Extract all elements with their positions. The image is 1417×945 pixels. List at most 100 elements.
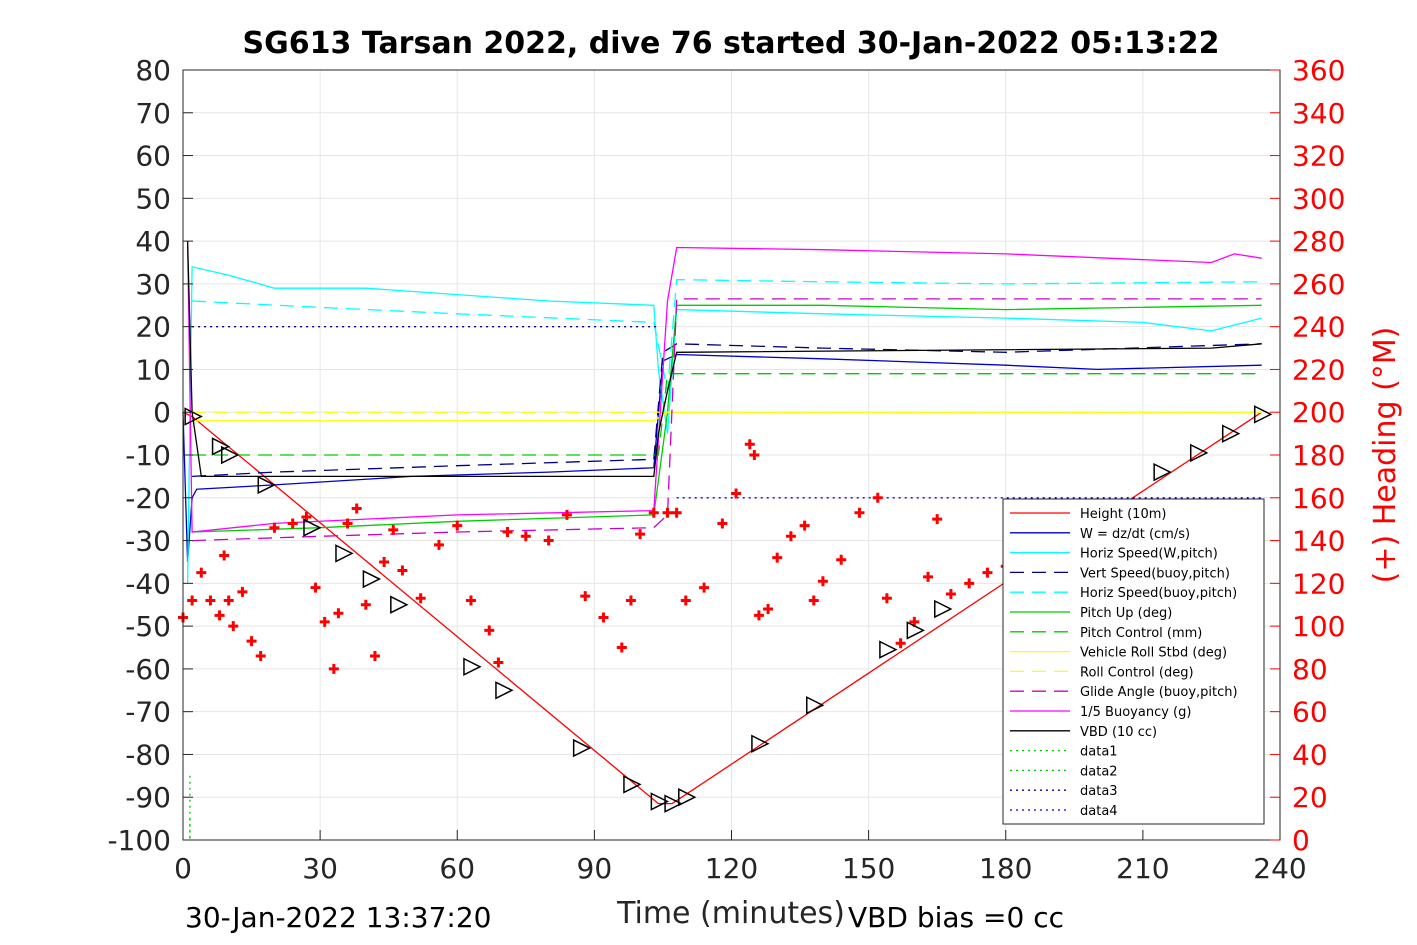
- y-axis-right-label: (+) Heading (°M): [1368, 327, 1403, 584]
- heading-point: [415, 593, 426, 604]
- y-right-tick-label: 120: [1292, 567, 1345, 600]
- heading-point: [744, 439, 755, 450]
- x-axis: 0 30 60 90 120 150 180 210 240: [174, 830, 1307, 885]
- series-line-11: [186, 241, 1262, 533]
- y-tick-label: 10: [135, 353, 171, 386]
- y-right-tick-label: 0: [1292, 824, 1310, 857]
- legend-label: Roll Control (deg): [1080, 665, 1194, 680]
- legend-label: VBD (10 cc): [1080, 725, 1157, 740]
- heading-point: [219, 550, 230, 561]
- y-tick-label: -60: [125, 653, 171, 686]
- y-tick-label: 30: [135, 268, 171, 301]
- heading-point: [932, 514, 943, 525]
- y-tick-label: -20: [125, 482, 171, 515]
- heading-point: [648, 507, 659, 518]
- height-marker: [623, 775, 642, 794]
- heading-point: [520, 531, 531, 542]
- heading-point: [379, 556, 390, 567]
- heading-point: [360, 599, 371, 610]
- height-marker: [678, 788, 697, 807]
- y-right-tick-label: 220: [1292, 353, 1345, 386]
- heading-point: [635, 529, 646, 540]
- heading-point: [923, 571, 934, 582]
- height-marker: [495, 681, 514, 700]
- y-right-tick-label: 140: [1292, 525, 1345, 558]
- y-tick-label: 60: [135, 140, 171, 173]
- height-marker: [463, 657, 482, 676]
- legend-label: 1/5 Buoyancy (g): [1080, 705, 1191, 720]
- heading-point: [598, 612, 609, 623]
- y-right-tick-label: 80: [1292, 653, 1328, 686]
- series-layer: [182, 241, 1263, 840]
- legend-label: Pitch Up (deg): [1080, 606, 1172, 621]
- heading-point: [328, 663, 339, 674]
- y-axis-right: 3603403203002802602402202001801601401201…: [1270, 54, 1345, 857]
- legend-label: Pitch Control (mm): [1080, 626, 1202, 641]
- heading-point: [342, 518, 353, 529]
- heading-point: [772, 552, 783, 563]
- y-right-tick-label: 260: [1292, 268, 1345, 301]
- heading-point: [982, 567, 993, 578]
- heading-point: [580, 591, 591, 602]
- heading-point: [671, 507, 682, 518]
- height-marker: [303, 518, 322, 537]
- height-marker: [1221, 424, 1241, 443]
- legend-label: Horiz Speed(W,pitch): [1080, 547, 1218, 562]
- heading-point: [187, 595, 198, 606]
- heading-point: [255, 651, 266, 662]
- heading-point: [763, 604, 774, 614]
- heading-point: [717, 518, 728, 529]
- heading-point: [351, 503, 362, 514]
- y-tick-label: 40: [135, 225, 171, 258]
- heading-point: [196, 567, 207, 578]
- height-marker: [806, 696, 825, 715]
- heading-point: [817, 576, 828, 587]
- y-right-tick-label: 280: [1292, 225, 1345, 258]
- heading-point: [964, 578, 975, 589]
- heading-point: [753, 610, 764, 621]
- legend-label: W = dz/dt (cm/s): [1080, 527, 1190, 542]
- heading-point: [561, 509, 572, 520]
- legend-label: Vert Speed(buoy,pitch): [1080, 566, 1230, 581]
- x-tick-label: 120: [705, 852, 758, 885]
- y-tick-label: -10: [125, 439, 171, 472]
- heading-point: [662, 507, 673, 518]
- height-marker: [572, 738, 592, 758]
- height-marker: [335, 544, 354, 563]
- y-tick-label: 20: [135, 311, 171, 344]
- heading-point: [808, 595, 819, 606]
- legend-label: Vehicle Roll Stbd (deg): [1080, 646, 1227, 661]
- heading-point: [484, 625, 495, 636]
- heading-point: [699, 582, 710, 593]
- heading-point: [616, 642, 627, 653]
- x-tick-label: 180: [979, 852, 1032, 885]
- x-tick-label: 60: [439, 852, 475, 885]
- legend-label: data1: [1080, 745, 1118, 760]
- x-axis-label: Time (minutes): [616, 896, 845, 931]
- heading-point: [895, 638, 906, 649]
- heading-point: [854, 507, 865, 518]
- heading-point: [269, 522, 280, 533]
- y-tick-label: 50: [135, 182, 171, 215]
- height-marker: [1189, 443, 1209, 463]
- height-marker: [664, 794, 683, 813]
- series-line-2: [182, 353, 1262, 562]
- x-tick-label: 150: [842, 852, 895, 885]
- y-right-tick-label: 160: [1292, 482, 1345, 515]
- x-tick-label: 30: [302, 852, 338, 885]
- heading-point: [872, 492, 883, 503]
- y-right-tick-label: 20: [1292, 781, 1328, 814]
- heading-point: [493, 657, 504, 668]
- height-marker: [184, 407, 203, 426]
- legend-label: Glide Angle (buoy,pitch): [1080, 685, 1238, 700]
- heading-point: [749, 450, 760, 460]
- heading-point: [881, 593, 892, 604]
- height-marker: [1153, 462, 1172, 482]
- y-right-tick-label: 100: [1292, 610, 1345, 643]
- heading-point: [228, 621, 239, 632]
- heading-point: [205, 595, 216, 606]
- y-right-tick-label: 180: [1292, 439, 1345, 472]
- x-tick-label: 240: [1253, 852, 1306, 885]
- y-right-tick-label: 200: [1292, 396, 1345, 429]
- legend-label: data3: [1080, 784, 1118, 799]
